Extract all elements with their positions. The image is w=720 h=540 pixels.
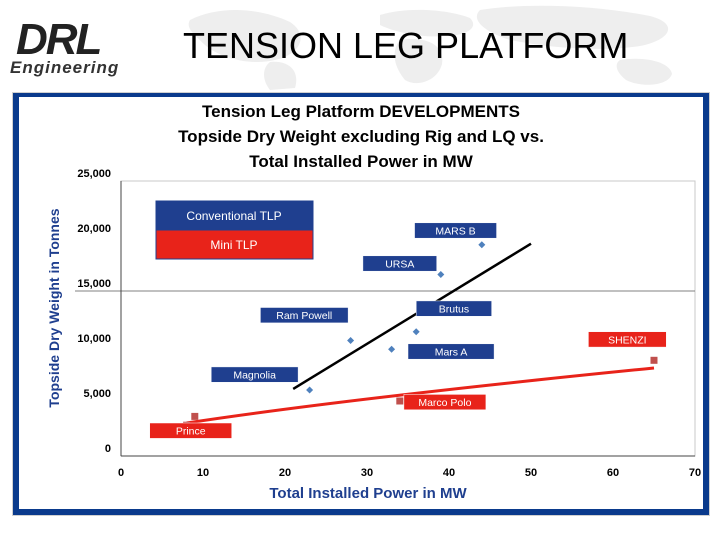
logo-main-text: DRL — [16, 15, 102, 64]
callout-box — [362, 255, 437, 272]
data-point-diamond — [388, 345, 396, 353]
chart-title-line: Total Installed Power in MW — [249, 152, 473, 171]
legend: Conventional TLP Mini TLP — [155, 200, 314, 260]
data-point-diamond — [306, 386, 314, 394]
y-tick-label: 15,000 — [77, 278, 111, 290]
callout-label: Marco Polo — [418, 397, 471, 409]
chart-inner-panel — [19, 97, 703, 509]
point-callouts: MARS B URSA Brutus Ram Powell Mars A Magnolia… — [149, 222, 667, 439]
callout-label: Magnolia — [233, 370, 276, 382]
y-tick-label: 5,000 — [83, 388, 111, 400]
callout-label: SHENZI — [608, 334, 647, 346]
scatter-chart: Tension Leg Platform DEVELOPMENTS Topside… — [13, 93, 709, 515]
callout-box — [415, 300, 492, 317]
x-axis-title: Total Installed Power in MW — [269, 485, 467, 502]
y-tick-label: 20,000 — [77, 223, 111, 235]
legend-swatch — [155, 229, 314, 260]
slide-title: TENSION LEG PLATFORM — [183, 25, 629, 66]
x-tick-label: 20 — [279, 467, 291, 479]
trendline — [186, 366, 655, 425]
data-point-diamond — [347, 337, 355, 344]
legend-swatch — [155, 200, 314, 231]
callout-box — [149, 422, 232, 439]
legend-label: Mini TLP — [210, 238, 257, 252]
drl-logo: DRL Engineering — [10, 18, 158, 80]
callout-box — [260, 307, 349, 324]
callout-label: Prince — [176, 426, 206, 438]
callout-label: Brutus — [439, 304, 469, 316]
logo-sub-text: Engineering — [10, 58, 120, 77]
y-tick-label: 25,000 — [77, 168, 111, 180]
trendline — [292, 242, 532, 390]
slide-header: DRL Engineering TENSION LEG PLATFORM — [0, 0, 720, 90]
callout-box — [588, 331, 667, 348]
legend-label: Conventional TLP — [186, 209, 281, 223]
chart-title-line: Topside Dry Weight excluding Rig and LQ … — [178, 127, 544, 146]
callout-label: MARS B — [435, 226, 475, 238]
axes: 0 5,000 10,000 15,000 20,000 25,000 0 10 20 30 40 5… — [46, 168, 701, 502]
chart-title-line: Tension Leg Platform DEVELOPMENTS — [202, 102, 520, 121]
callout-label: URSA — [385, 259, 414, 271]
y-tick-label: 0 — [105, 443, 111, 455]
callout-label: Ram Powell — [276, 310, 332, 322]
x-tick-label: 40 — [443, 467, 455, 479]
x-tick-label: 0 — [118, 467, 124, 479]
callout-box — [403, 394, 487, 411]
x-tick-label: 30 — [361, 467, 373, 479]
chart-title: Tension Leg Platform DEVELOPMENTS Topside… — [178, 102, 544, 171]
x-tick-label: 60 — [607, 467, 619, 479]
data-point-diamond — [437, 271, 445, 278]
y-tick-label: 10,000 — [77, 333, 111, 345]
callout-box — [414, 222, 497, 239]
callout-label: Mars A — [435, 347, 468, 359]
x-tick-label: 50 — [525, 467, 537, 479]
callout-box — [210, 366, 299, 383]
data-point-square — [191, 412, 199, 420]
data-point-square — [396, 397, 404, 405]
data-point-square — [650, 356, 658, 364]
data-point-diamond — [412, 328, 420, 336]
callout-box — [407, 343, 495, 360]
x-tick-label: 10 — [197, 467, 209, 479]
world-map-watermark — [188, 5, 672, 90]
y-axis-title: Topside Dry Weight in Tonnes — [46, 208, 62, 407]
chart-frame: Tension Leg Platform DEVELOPMENTS Topside… — [12, 92, 710, 516]
x-tick-label: 70 — [689, 467, 701, 479]
trendlines — [186, 242, 655, 425]
data-point-diamond — [478, 241, 486, 249]
